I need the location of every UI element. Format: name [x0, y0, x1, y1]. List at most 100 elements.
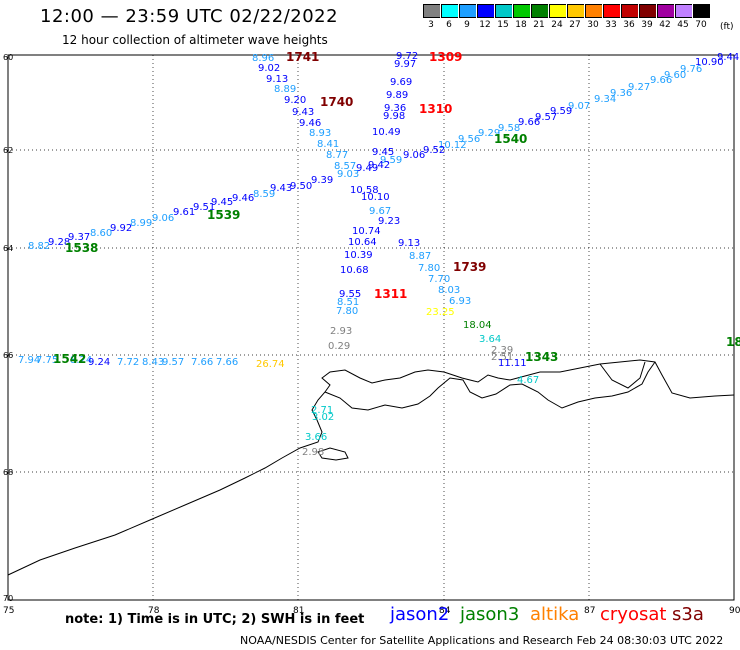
wave-height-value: 9.27 [628, 82, 650, 93]
scale-label: 15 [497, 20, 509, 30]
wave-height-value: 9.46 [299, 118, 321, 129]
wave-height-value: 9.55 [339, 289, 361, 300]
scale-label: 42 [659, 20, 671, 30]
wave-height-value: 2.93 [330, 326, 352, 337]
scale-label: 21 [533, 20, 545, 30]
wave-height-value: 9.02 [258, 63, 280, 74]
map-title: 12:00 — 23:59 UTC 02/22/2022 [40, 6, 339, 27]
legend-cryosat: cryosat [600, 604, 667, 625]
wave-height-value: 7.80 [418, 263, 440, 274]
wave-height-value: 9.46 [232, 193, 254, 204]
track-1740: 1740 [320, 95, 353, 109]
scale-swatch [674, 4, 692, 18]
wave-height-value: 10.64 [348, 237, 377, 248]
wave-height-value: 10.90 [695, 57, 724, 68]
scale-swatch [548, 4, 566, 18]
wave-height-value: 9.36 [610, 88, 632, 99]
satellite-tracks: 8.969.029.138.899.209.439.468.938.418.77… [18, 50, 740, 458]
scale-swatch [530, 4, 548, 18]
wave-height-value: 8.93 [309, 128, 331, 139]
wave-height-value: 7.94 [18, 355, 40, 366]
scale-label: 70 [695, 20, 707, 30]
wave-height-value: 9.60 [664, 70, 686, 81]
wave-height-value: 10.49 [372, 127, 401, 138]
wave-height-value: 9.72 [396, 51, 418, 62]
wave-height-value: 9.51 [193, 202, 215, 213]
wave-height-value: 9.20 [284, 95, 306, 106]
track-id-label: 1310 [419, 102, 452, 116]
wave-height-value: 8.59 [253, 189, 275, 200]
island [317, 447, 349, 461]
wave-height-color-scale: 3 6 9 12 15 18 21 24 27 30 33 36 39 42 45 70 [422, 4, 710, 30]
wave-height-value: 9.42 [368, 160, 390, 171]
wave-height-value: 9.67 [369, 206, 391, 217]
wave-height-value: 10.58 [350, 185, 379, 196]
wave-height-value: 9.50 [290, 181, 312, 192]
scale-step: 36 [620, 4, 638, 30]
longitude-label: 75 [3, 606, 14, 616]
wave-height-value: 10.39 [344, 250, 373, 261]
wave-height-value: 9.58 [498, 123, 520, 134]
footer-note: note: 1) Time is in UTC; 2) SWH is in fe… [65, 612, 365, 627]
scale-label: 30 [587, 20, 599, 30]
map-gridlines [8, 55, 734, 600]
wave-height-value: 9.98 [383, 111, 405, 122]
scale-step: 6 [440, 4, 458, 30]
wave-height-value: 8.51 [337, 297, 359, 308]
wave-height-value: 8.57 [334, 161, 356, 172]
scale-step: 24 [548, 4, 566, 30]
wave-height-value: 9.07 [568, 101, 590, 112]
latitude-label: 70 [3, 594, 13, 603]
track-1540: 9.4410.909.769.609.669.279.369.349.079.5… [403, 52, 739, 161]
track-1741: 8.969.029.138.899.209.439.468.938.418.77… [252, 50, 356, 172]
track-1538: 9.928.609.379.288.82 1538 [28, 223, 132, 255]
wave-height-value: 7.72 [117, 357, 139, 368]
wave-height-value: 26.74 [256, 359, 285, 370]
wave-height-value: 4.67 [517, 375, 539, 386]
wave-height-value: 9.34 [594, 94, 616, 105]
wave-height-value: 8.89 [274, 84, 296, 95]
wave-height-value: 9.43 [292, 107, 314, 118]
scale-swatch [584, 4, 602, 18]
wave-height-value: 6.93 [449, 296, 471, 307]
wave-height-value: 2.39 [491, 345, 513, 356]
wave-height-value: 23.25 [426, 307, 455, 318]
legend-jason2: jason2 [390, 604, 450, 625]
wave-height-value: 9.69 [390, 77, 412, 88]
latitude-label: 60 [3, 53, 13, 62]
wave-height-value: 10.74 [352, 226, 381, 237]
wave-height-value: 9.59 [550, 106, 572, 117]
legend-jason3: jason3 [460, 604, 520, 625]
scale-swatch [602, 4, 620, 18]
wave-height-value: 9.39 [311, 175, 333, 186]
scale-step: 45 [674, 4, 692, 30]
longitude-label: 78 [148, 606, 160, 616]
wave-height-value: 9.49 [356, 163, 378, 174]
scale-step: 18 [512, 4, 530, 30]
scale-label: 12 [479, 20, 491, 30]
scale-swatch [638, 4, 656, 18]
track-id-label: 1741 [286, 50, 319, 64]
wave-height-value: 9.03 [337, 169, 359, 180]
wave-height-value: 9.57 [162, 357, 184, 368]
scale-label: 27 [569, 20, 581, 30]
scale-label: 3 [428, 20, 434, 30]
scale-step: 42 [656, 4, 674, 30]
wave-height-value: 9.44 [717, 52, 739, 63]
scale-swatch [494, 4, 512, 18]
wave-height-value: 11.11 [498, 358, 527, 369]
wave-height-value: 9.52 [423, 145, 445, 156]
wave-height-value: 9.06 [403, 150, 425, 161]
latitude-label: 68 [3, 468, 13, 477]
scale-label: 39 [641, 20, 653, 30]
scale-label: 18 [515, 20, 527, 30]
wave-height-value: 8.82 [28, 241, 50, 252]
longitude-label: 90 [729, 606, 740, 616]
wave-height-value: 9.45 [372, 147, 394, 158]
wave-height-value: 9.13 [398, 238, 420, 249]
wave-height-value: 18.04 [463, 320, 492, 331]
wave-height-value: 8.24 [70, 355, 92, 366]
wave-height-value: 8.99 [130, 218, 152, 229]
scale-label: 24 [551, 20, 563, 30]
